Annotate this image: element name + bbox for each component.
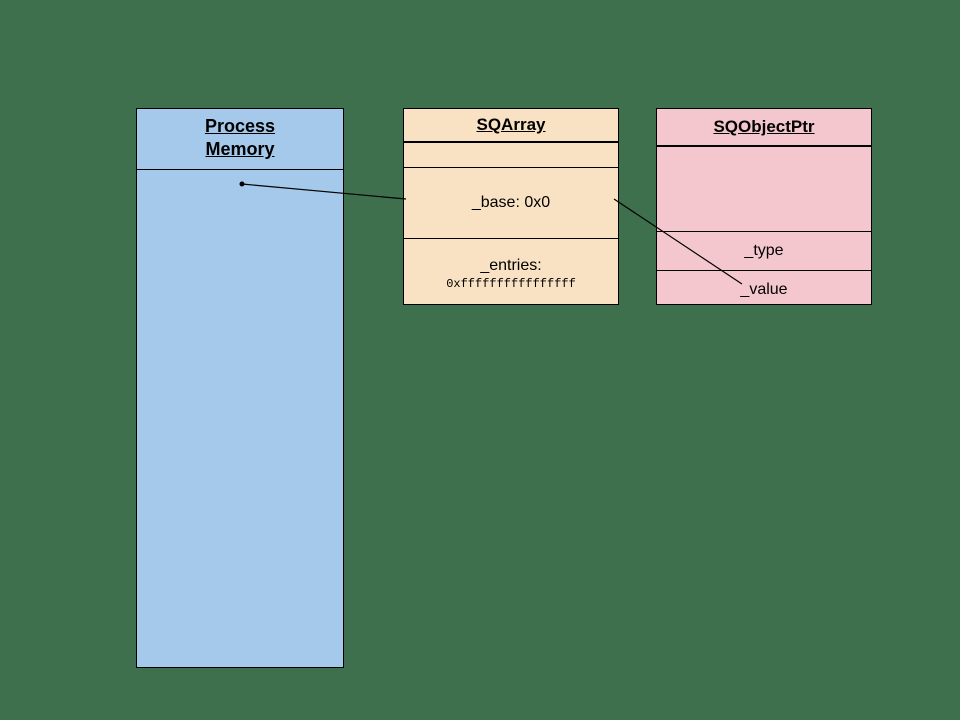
sqobjectptr-row-0 <box>657 146 871 231</box>
sqarray-title: SQArray <box>404 109 618 142</box>
sqobjectptr-row-2-label: _value <box>740 281 787 299</box>
sqobjectptr-row-2: _value <box>657 270 871 308</box>
process-memory-title: Process Memory <box>137 109 343 170</box>
sqobjectptr-title: SQObjectPtr <box>657 109 871 146</box>
process-memory-title-line1: Process <box>205 116 275 136</box>
sqobjectptr-row-1-label: _type <box>744 242 783 260</box>
sqarray-box: SQArray _base: 0x0 _entries: 0xfffffffffff… <box>403 108 619 305</box>
process-memory-title-line2: Memory <box>205 139 274 159</box>
sqarray-row-1-label: _base: 0x0 <box>472 194 550 212</box>
sqarray-row-0 <box>404 142 618 167</box>
sqarray-row-1: _base: 0x0 <box>404 167 618 238</box>
sqobjectptr-box: SQObjectPtr _type _value <box>656 108 872 305</box>
sqarray-row-2-label: _entries: <box>480 257 541 275</box>
sqobjectptr-row-1: _type <box>657 231 871 270</box>
sqobjectptr-rows: _type _value <box>657 146 871 308</box>
process-memory-box: Process Memory <box>136 108 344 668</box>
sqarray-row-2-sublabel: 0xffffffffffffffff <box>446 277 576 291</box>
sqarray-rows: _base: 0x0 _entries: 0xffffffffffffffff <box>404 142 618 308</box>
sqarray-row-2: _entries: 0xffffffffffffffff <box>404 238 618 308</box>
